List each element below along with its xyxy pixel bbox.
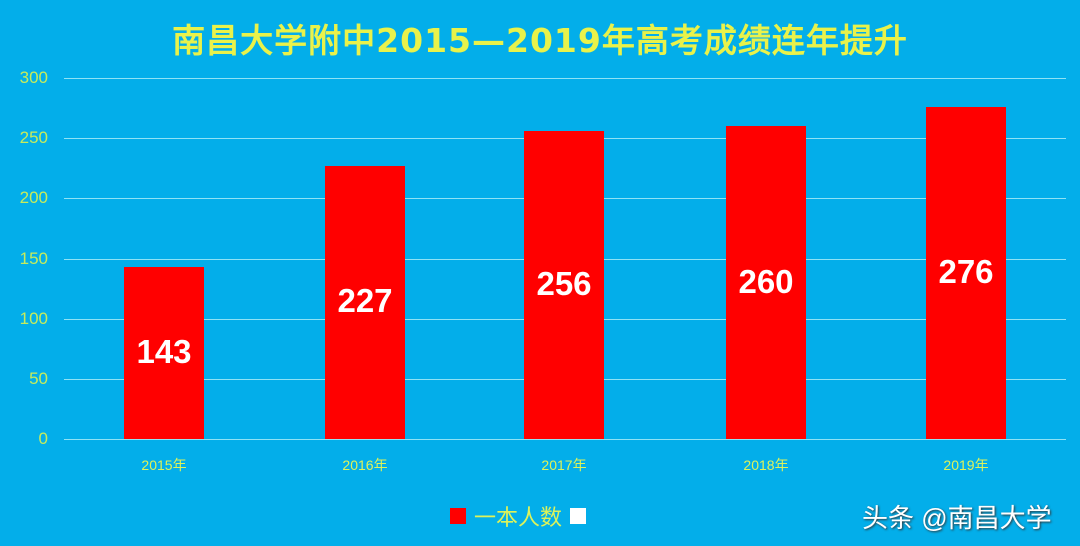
bar-value-label: 276 [938, 252, 994, 290]
x-tick-label: 2018年 [743, 457, 789, 473]
bar-value-label: 227 [337, 282, 393, 320]
bar-2017年: 256 [524, 130, 604, 439]
watermark: 头条 @南昌大学 [862, 503, 1052, 533]
y-tick-label: 200 [19, 188, 48, 208]
y-tick-label: 100 [19, 308, 48, 328]
gridline [64, 439, 1066, 440]
bar-value-label: 143 [136, 332, 192, 370]
y-tick-label: 300 [19, 68, 48, 87]
legend: 一本人数 [450, 500, 587, 532]
bar-2019年: 276 [926, 106, 1006, 439]
legend-label: 一本人数 [474, 506, 563, 531]
bar-2016年: 227 [325, 165, 405, 439]
y-tick-label: 150 [19, 248, 48, 268]
bar-2015年: 143 [124, 266, 204, 439]
y-tick-label: 50 [29, 368, 48, 388]
chart-title: 南昌大学附中2015—2019年高考成绩连年提升 [172, 21, 908, 60]
x-tick-label: 2016年 [342, 457, 388, 473]
y-tick-label: 250 [19, 128, 48, 148]
x-tick-label: 2019年 [943, 457, 989, 473]
x-tick-label: 2017年 [541, 457, 587, 473]
legend-swatch-white [570, 508, 587, 524]
plot-area: 143 227 256 260 276 [64, 78, 1066, 440]
bar-value-label: 256 [536, 264, 592, 302]
gridline [64, 78, 1066, 79]
x-tick-label: 2015年 [141, 457, 187, 473]
legend-swatch-red [450, 508, 466, 524]
bar-value-label: 260 [738, 262, 794, 300]
bar-2018年: 260 [726, 126, 806, 439]
y-tick-label: 0 [38, 429, 48, 448]
